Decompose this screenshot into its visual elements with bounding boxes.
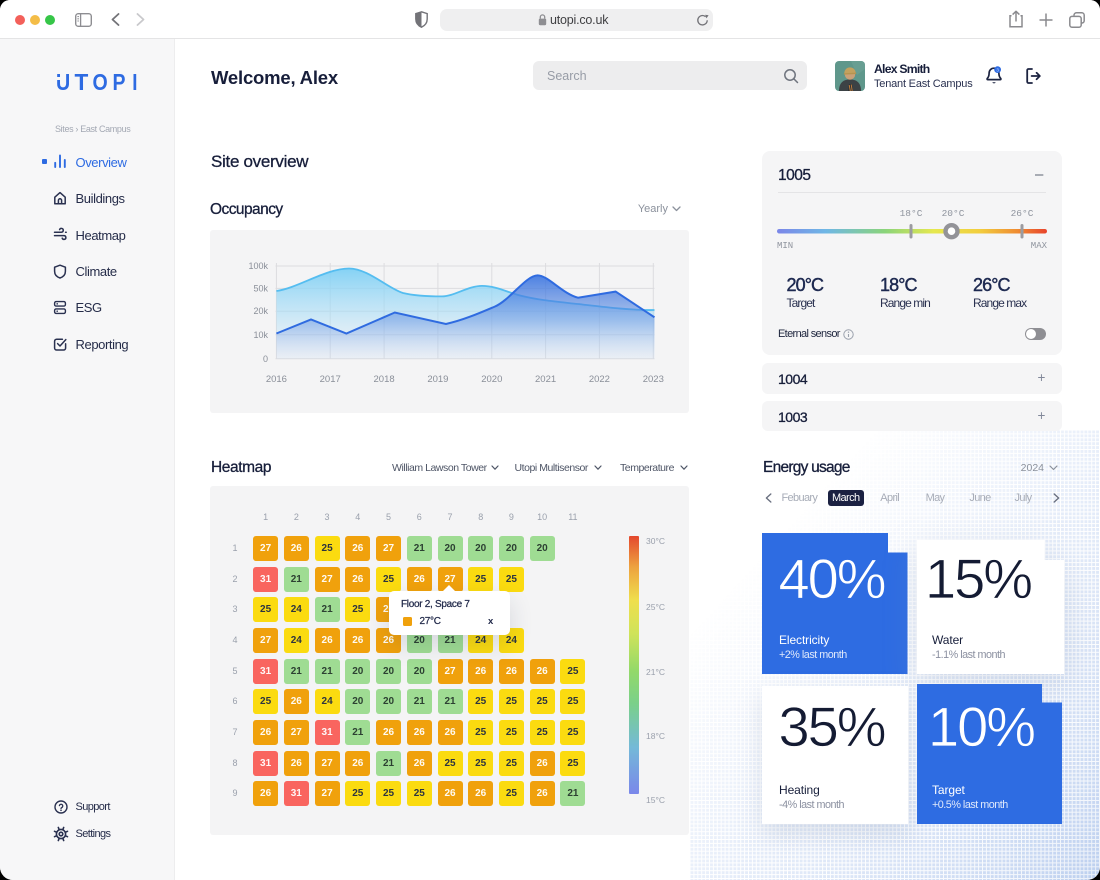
svg-text:2023: 2023 xyxy=(643,374,664,385)
svg-text:50k: 50k xyxy=(253,283,268,293)
svg-text:I: I xyxy=(132,72,137,95)
svg-text:O: O xyxy=(93,72,108,95)
svg-text:MAX: MAX xyxy=(1031,241,1047,251)
svg-text:100k: 100k xyxy=(248,261,268,271)
svg-text:P: P xyxy=(113,72,126,95)
svg-text:2018: 2018 xyxy=(374,374,395,385)
svg-text:MIN: MIN xyxy=(777,241,793,251)
svg-text:10k: 10k xyxy=(253,330,268,340)
svg-text:2017: 2017 xyxy=(320,374,341,385)
svg-text:20k: 20k xyxy=(253,306,268,316)
svg-text:2022: 2022 xyxy=(589,374,610,385)
svg-text:2016: 2016 xyxy=(266,374,287,385)
svg-text:20°C: 20°C xyxy=(942,208,965,219)
svg-text:U: U xyxy=(56,72,70,95)
svg-text:2021: 2021 xyxy=(535,374,556,385)
svg-text:3: 3 xyxy=(996,67,999,72)
svg-text:26°C: 26°C xyxy=(1011,208,1034,219)
svg-text:2020: 2020 xyxy=(481,374,502,385)
svg-text:0: 0 xyxy=(263,354,268,364)
svg-text:18°C: 18°C xyxy=(900,208,923,219)
svg-text:T: T xyxy=(75,72,89,95)
svg-text:2019: 2019 xyxy=(427,374,448,385)
